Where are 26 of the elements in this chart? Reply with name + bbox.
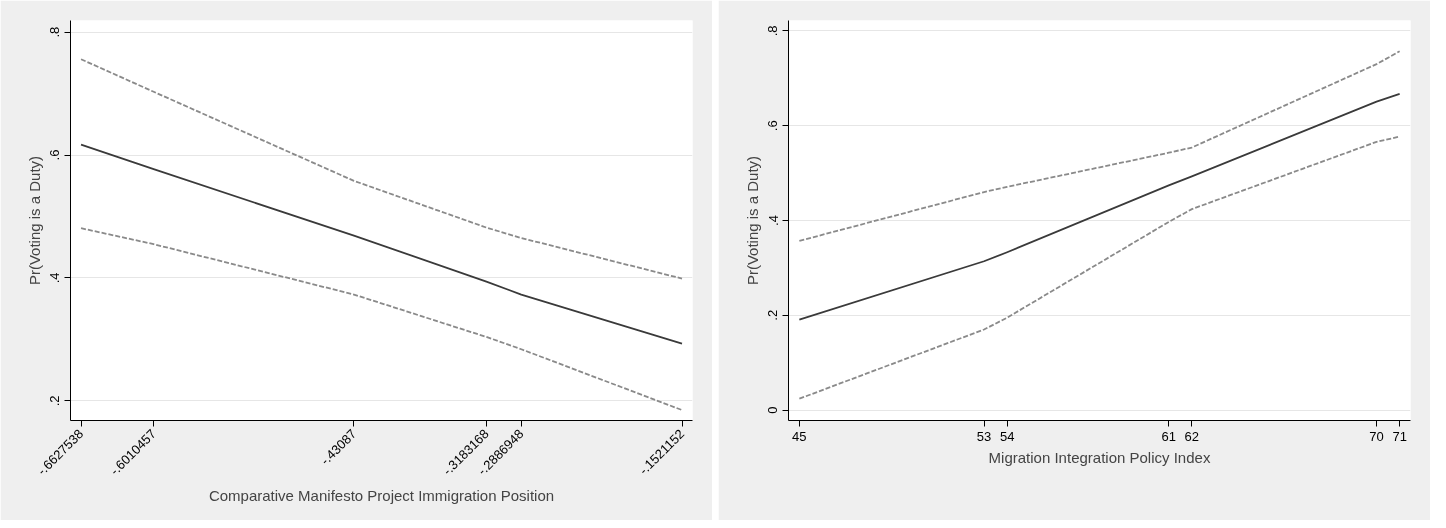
line-series <box>798 93 1401 321</box>
x-tick-label: 62 <box>1184 428 1200 444</box>
x-tick-label: 61 <box>1161 428 1176 444</box>
x-tick-label: 53 <box>976 428 992 444</box>
y-tick-label: .2 <box>47 395 63 407</box>
y-tick-label: .4 <box>47 272 63 284</box>
y-tick-label: .2 <box>765 309 781 321</box>
y-tick-label: .8 <box>47 26 63 38</box>
y-tick-label: .8 <box>765 25 781 37</box>
y-tick-label: .6 <box>47 149 63 161</box>
y-tick-label: .6 <box>765 120 781 132</box>
line-series <box>80 143 683 345</box>
line-series <box>798 135 1401 400</box>
x-tick-label: 71 <box>1392 428 1407 444</box>
x-tick-label: 54 <box>999 428 1015 444</box>
x-tick-label: 45 <box>792 428 807 444</box>
x-axis-title: Migration Integration Policy Index <box>988 448 1211 466</box>
y-tick-label: 0 <box>765 406 781 414</box>
x-axis-title: Comparative Manifesto Project Immigration Position <box>208 487 555 505</box>
y-axis-title: Pr(Voting is a Duty) <box>25 155 43 286</box>
line-series <box>798 50 1401 242</box>
y-axis-title: Pr(Voting is a Duty) <box>743 155 761 286</box>
x-tick-label: 70 <box>1369 428 1384 444</box>
line-series <box>80 58 683 280</box>
y-tick-label: .4 <box>765 215 781 226</box>
line-series <box>80 227 683 411</box>
